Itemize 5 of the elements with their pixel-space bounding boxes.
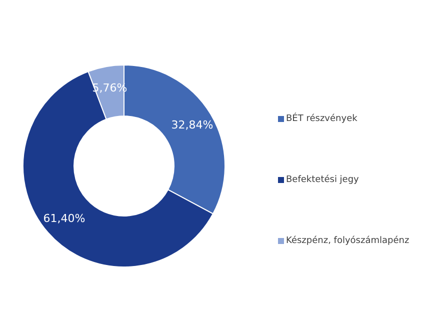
legend-label: BÉT részvények <box>286 114 358 124</box>
data-label: 32,84% <box>171 118 214 132</box>
data-label: 61,40% <box>43 212 86 225</box>
legend-label: Készpénz, folyószámlapénz <box>286 236 410 246</box>
legend-label: Befektetési jegy <box>286 174 359 184</box>
